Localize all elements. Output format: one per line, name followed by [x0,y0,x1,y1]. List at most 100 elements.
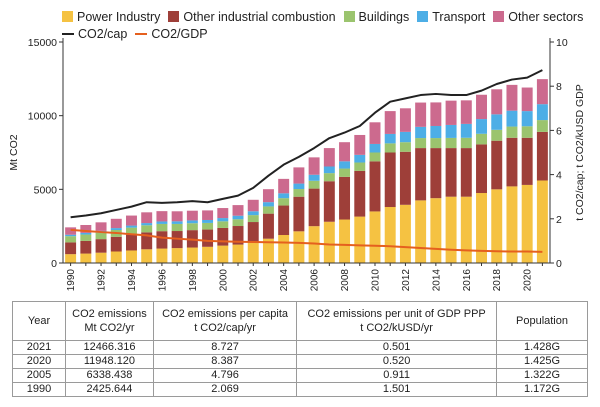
legend-item-co2-cap: CO2/cap [62,27,127,41]
bar-power-industry-2013 [415,200,427,263]
bar-transport-2016 [460,123,472,138]
cell-per-gdp: 0.501 [296,340,497,355]
bar-other-industrial-combustion-2003 [262,213,274,239]
bar-transport-2009 [354,154,366,163]
bar-power-industry-2011 [384,207,396,263]
bar-power-industry-2004 [278,235,290,263]
bar-transport-1997 [171,221,183,224]
bar-other-sectors-2014 [430,102,442,126]
cell-emissions: 11948.120 [65,354,154,369]
x-tick-label: 1998 [188,269,199,292]
bar-other-sectors-2018 [491,89,503,115]
legend-swatch [168,11,180,22]
x-tick-label: 1992 [97,269,108,292]
bar-power-industry-1994 [126,250,137,263]
cell-population: 1.172G [496,382,588,397]
bar-other-sectors-1995 [141,212,153,224]
legend-swatch [417,11,429,22]
y-tick-label-right: 2 [556,214,562,226]
bar-other-industrial-combustion-2018 [491,140,503,190]
bar-buildings-2003 [262,206,274,214]
bar-transport-2021 [536,104,548,121]
header-per-gdp: CO2 emissions per unit of GDP PPP t CO2/k… [296,301,497,341]
header-per-gdp-unit: t CO2/kUSD/yr [360,322,433,334]
bar-other-industrial-combustion-1996 [156,231,168,249]
legend-row-lines: CO2/cap CO2/GDP [62,25,582,42]
bar-buildings-1998 [186,223,198,231]
bar-other-sectors-1993 [110,218,122,229]
bar-power-industry-2016 [460,196,472,263]
bar-buildings-2016 [460,137,472,149]
bar-buildings-1990 [65,236,77,243]
bar-power-industry-2019 [506,186,518,263]
bar-transport-2006 [308,174,320,181]
x-tick-label: 2000 [218,269,229,292]
legend-label: CO2/cap [78,26,128,41]
header-emissions: CO2 emissions Mt CO2/yr [65,301,154,341]
cell-population: 1.425G [496,354,588,369]
legend-label: Other industrial combustion [183,9,336,24]
x-tick-label: 2006 [310,269,321,292]
x-tick-label: 2010 [370,269,381,292]
cell-per-capita: 4.796 [152,368,298,383]
bar-transport-2012 [399,131,411,143]
bar-transport-1996 [156,221,168,224]
bar-buildings-1997 [171,223,183,232]
emissions-chart: 0 5000 10000 15000 0 2 4 6 8 10 1990 1992 1994 1996 19… [8,37,586,292]
bar-other-industrial-combustion-2002 [247,222,259,243]
bar-transport-2007 [323,166,335,174]
bar-other-sectors-2015 [445,100,457,125]
cell-year: 1990 [12,382,66,397]
cell-emissions: 2425.644 [65,382,154,397]
cell-per-capita: 8.727 [152,340,298,355]
legend-item-other-sectors: Other sectors [493,10,583,24]
y-tick-label-right: 8 [556,81,562,93]
bar-power-industry-2017 [476,193,487,263]
bar-other-sectors-2003 [262,189,274,203]
bar-other-sectors-2009 [354,134,366,155]
bar-other-sectors-2002 [247,199,259,212]
cell-per-capita: 2.069 [152,382,298,397]
bar-transport-1994 [126,225,137,228]
bar-power-industry-2021 [536,180,548,263]
bar-other-sectors-2005 [293,167,305,184]
legend-item-power-industry: Power Industry [62,10,160,24]
y-axis-title-left: Mt CO2 [8,134,20,170]
header-population: Population [496,301,588,341]
bar-buildings-2004 [278,198,290,206]
y-tick-label-right: 6 [556,125,562,137]
bar-other-industrial-combustion-2009 [354,170,366,217]
bar-power-industry-1991 [80,253,92,263]
bar-other-industrial-combustion-2006 [308,188,320,227]
bar-buildings-2002 [247,215,259,223]
bar-other-industrial-combustion-2019 [506,137,518,187]
x-tick-label: 2008 [340,269,351,292]
bar-other-sectors-1999 [202,210,214,220]
y-tick-label-left: 0 [51,258,57,270]
bar-other-industrial-combustion-2014 [430,148,442,199]
bar-other-sectors-2021 [536,79,548,105]
header-per-capita-title: CO2 emissions per capita [162,308,289,320]
bar-transport-1990 [65,234,77,237]
bar-power-industry-1996 [156,248,168,263]
y-tick-label-right: 10 [556,37,568,49]
bar-other-industrial-combustion-2012 [399,151,411,205]
bar-other-industrial-combustion-2010 [369,161,381,212]
legend-label: Buildings [358,9,410,24]
bar-power-industry-2007 [323,221,335,263]
bar-transport-2001 [232,215,244,220]
legend-item-buildings: Buildings [343,9,410,24]
bar-other-industrial-combustion-1991 [80,240,92,254]
bar-transport-1998 [186,220,198,224]
bar-other-sectors-1996 [156,211,168,222]
bar-transport-2014 [430,125,442,139]
bar-other-industrial-combustion-1999 [202,229,214,247]
legend-label: CO2/GDP [151,26,208,41]
bar-buildings-2007 [323,173,335,182]
cell-per-gdp: 0.520 [296,354,497,369]
bar-other-industrial-combustion-2021 [536,131,548,181]
bar-other-sectors-2000 [217,208,229,219]
bar-power-industry-2018 [491,189,503,263]
bar-power-industry-2015 [445,196,457,263]
bar-other-industrial-combustion-2011 [384,152,396,208]
